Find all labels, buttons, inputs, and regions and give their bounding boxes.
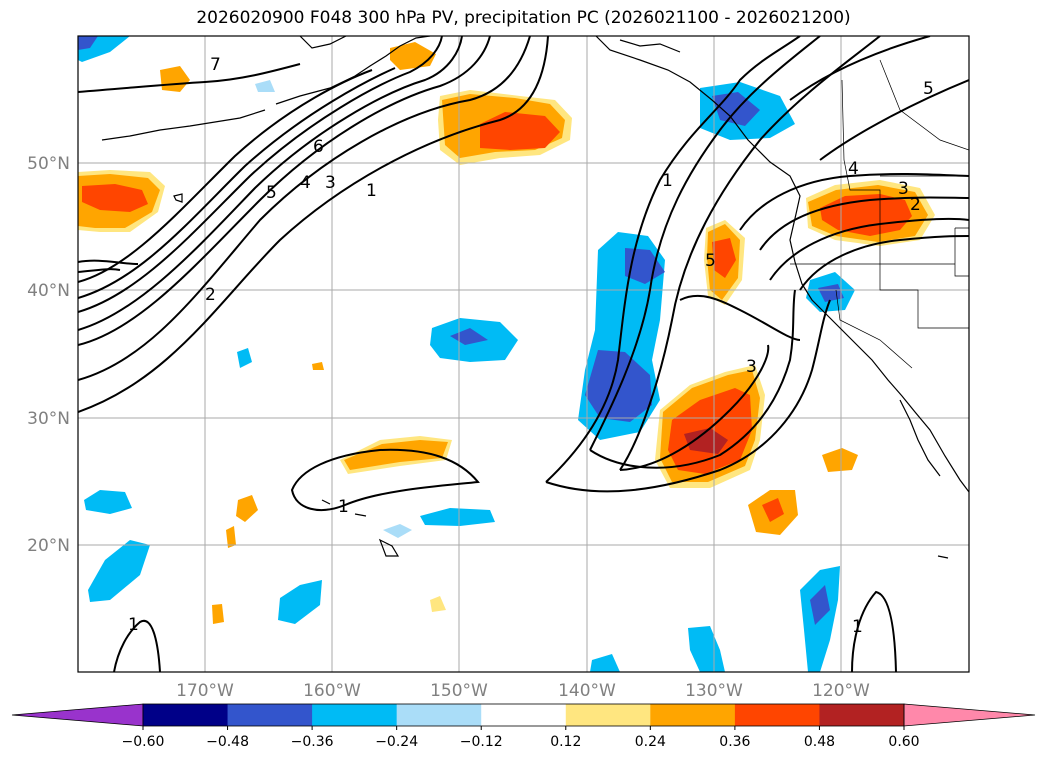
colorbar-tick-label: −0.60 (122, 734, 165, 750)
contour-label: 1 (338, 497, 349, 517)
lon-label: 170°W (176, 681, 234, 701)
colorbar-tick-label: 0.60 (888, 734, 919, 750)
contour-label: 1 (852, 617, 863, 637)
contour-label: 3 (325, 173, 336, 193)
map-frame (77, 35, 970, 673)
contour-label: 4 (300, 173, 311, 193)
longitude-labels: 170°W 160°W 150°W 140°W 130°W 120°W (176, 681, 870, 701)
lon-label: 160°W (303, 681, 361, 701)
contour-label: 4 (848, 159, 859, 179)
lat-label: 50°N (27, 154, 70, 174)
colorbar-segment (312, 704, 398, 726)
contour-label: 2 (205, 285, 216, 305)
colorbar-tick-label: 0.24 (635, 734, 666, 750)
map-content: 7 6 5 4 3 1 2 1 5 3 4 3 2 5 1 1 1 (78, 36, 969, 672)
pv-contours (78, 36, 969, 672)
contour-label: 2 (910, 195, 921, 215)
contour-label: 5 (923, 79, 934, 99)
colorbar-tick-label: −0.24 (375, 734, 418, 750)
lat-label: 40°N (27, 281, 70, 301)
contour-label: 5 (266, 183, 277, 203)
colorbar-segment (227, 704, 313, 726)
colorbar-tick-label: 0.36 (719, 734, 750, 750)
colorbar-segment (734, 704, 820, 726)
precip-positive-shading (78, 42, 935, 624)
lon-label: 150°W (430, 681, 488, 701)
contour-labels: 7 6 5 4 3 1 2 1 5 3 4 3 2 5 1 1 1 (128, 55, 934, 637)
map-title: 2026020900 F048 300 hPa PV, precipitatio… (196, 8, 851, 28)
colorbar-frame (142, 703, 905, 727)
contour-label: 1 (366, 181, 377, 201)
lon-label: 140°W (558, 681, 616, 701)
lon-label: 130°W (685, 681, 743, 701)
contour-label: 6 (313, 137, 324, 157)
contour-label: 5 (705, 251, 716, 271)
coastlines (101, 36, 969, 559)
colorbar-segment (481, 704, 567, 726)
contour-label: 1 (662, 171, 673, 191)
colorbar-tick-label: −0.48 (206, 734, 249, 750)
contour-label: 3 (898, 179, 909, 199)
colorbar-segment (650, 704, 736, 726)
colorbar-segment (143, 704, 229, 726)
gridlines (78, 36, 969, 672)
lat-label: 20°N (27, 536, 70, 556)
colorbar-segment (565, 704, 651, 726)
political-borders (790, 59, 969, 369)
colorbar: −0.60 −0.48 −0.36 −0.24 −0.12 0.12 0.24 0.36 0.4… (11, 703, 1036, 750)
colorbar-segment (819, 704, 905, 726)
contour-label: 1 (128, 615, 139, 635)
latitude-labels: 50°N 40°N 30°N 20°N (27, 154, 70, 556)
lon-label: 120°W (812, 681, 870, 701)
contour-label: 7 (210, 55, 221, 75)
lat-label: 30°N (27, 409, 70, 429)
contour-label: 3 (746, 357, 757, 377)
colorbar-tick-label: −0.36 (291, 734, 334, 750)
colorbar-tick-label: 0.48 (804, 734, 835, 750)
colorbar-extend-high (903, 703, 1036, 727)
colorbar-tick-label: 0.12 (550, 734, 581, 750)
colorbar-segment (396, 704, 482, 726)
colorbar-extend-low (11, 703, 144, 727)
colorbar-tick-label: −0.12 (460, 734, 503, 750)
